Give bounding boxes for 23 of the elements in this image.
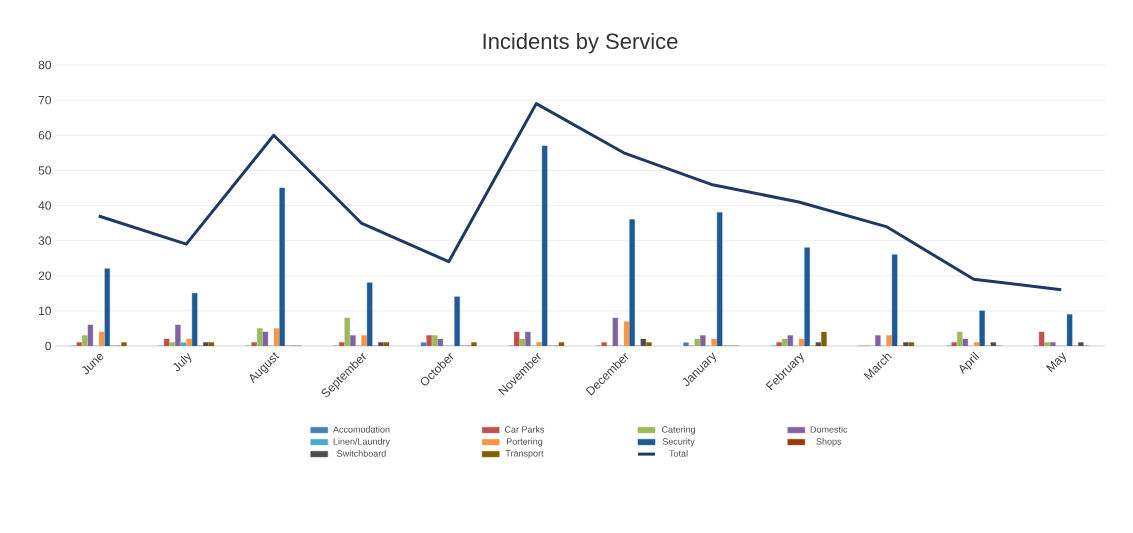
y-tick-label: 50 [38,166,52,175]
chart-title: Incidents by Service [483,32,678,54]
y-tick-label: 30 [38,236,52,245]
y-tick-label: 70 [38,95,52,105]
y-tick-label: 20 [38,271,52,280]
x-tick-label: July [173,352,192,372]
y-tick-label: 40 [38,201,52,210]
x-tick-label: May [1045,352,1066,373]
legend-label: Domestic [810,426,848,433]
legend-label: Total [669,450,688,457]
y-tick-label: 80 [38,60,52,70]
y-tick-label: 10 [39,306,52,316]
legend-label: Catering [661,426,695,435]
legend-label: Portering [506,438,543,447]
legend-label: Accomodation [332,426,390,433]
y-tick-label: 60 [38,131,52,140]
legend-label: Transport [505,450,544,459]
legend-label: Security [662,438,695,447]
legend-label: Car Parks [504,426,545,433]
legend-label: Shops [816,438,842,447]
y-tick-label: 0 [45,341,52,351]
legend-label: Switchboard [337,450,386,457]
legend-label: Linen/Laundry [333,438,390,447]
